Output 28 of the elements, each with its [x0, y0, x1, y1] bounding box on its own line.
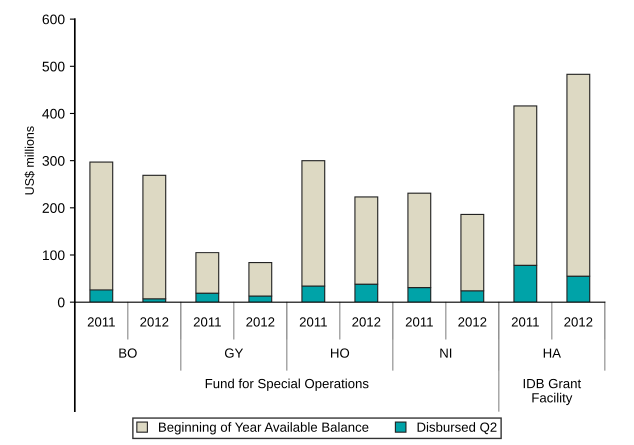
bar: [142, 174, 166, 300]
text: NI: [440, 348, 452, 358]
x-tick-label: 2012: [564, 317, 592, 327]
x-tick-label: 2011: [512, 317, 539, 327]
y-tick-label: 300: [42, 156, 65, 166]
text: GY: [224, 348, 244, 358]
legend-label: Beginning of Year Available Balance: [159, 422, 368, 434]
y-tick-label: 100: [42, 250, 65, 260]
x-tick-label: 2012: [352, 317, 380, 327]
text: Fund for Special Operations: [206, 378, 368, 391]
y-tick-label: 0: [58, 297, 65, 308]
y-tick-label: 600: [42, 14, 65, 24]
x-tick-label: 2011: [88, 317, 115, 327]
text: BO: [119, 348, 137, 358]
x-tick-label: 2011: [300, 317, 327, 327]
legend-label: Disbursed Q2: [418, 422, 497, 434]
y-tick-label: 400: [42, 108, 65, 119]
y-tick-label: 200: [42, 203, 65, 213]
text: IDB Grant Facility: [524, 378, 582, 406]
x-tick-label: 2011: [406, 317, 433, 327]
text: HA: [544, 348, 561, 358]
x-tick-label: 2011: [194, 317, 221, 327]
x-tick-label: 2012: [246, 317, 274, 327]
x-tick-label: 2012: [140, 317, 168, 327]
y-tick-label: 500: [42, 62, 65, 72]
text: HO: [331, 348, 350, 358]
x-tick-label: 2012: [458, 317, 486, 327]
y-axis-title: US$ millions: [24, 126, 35, 194]
